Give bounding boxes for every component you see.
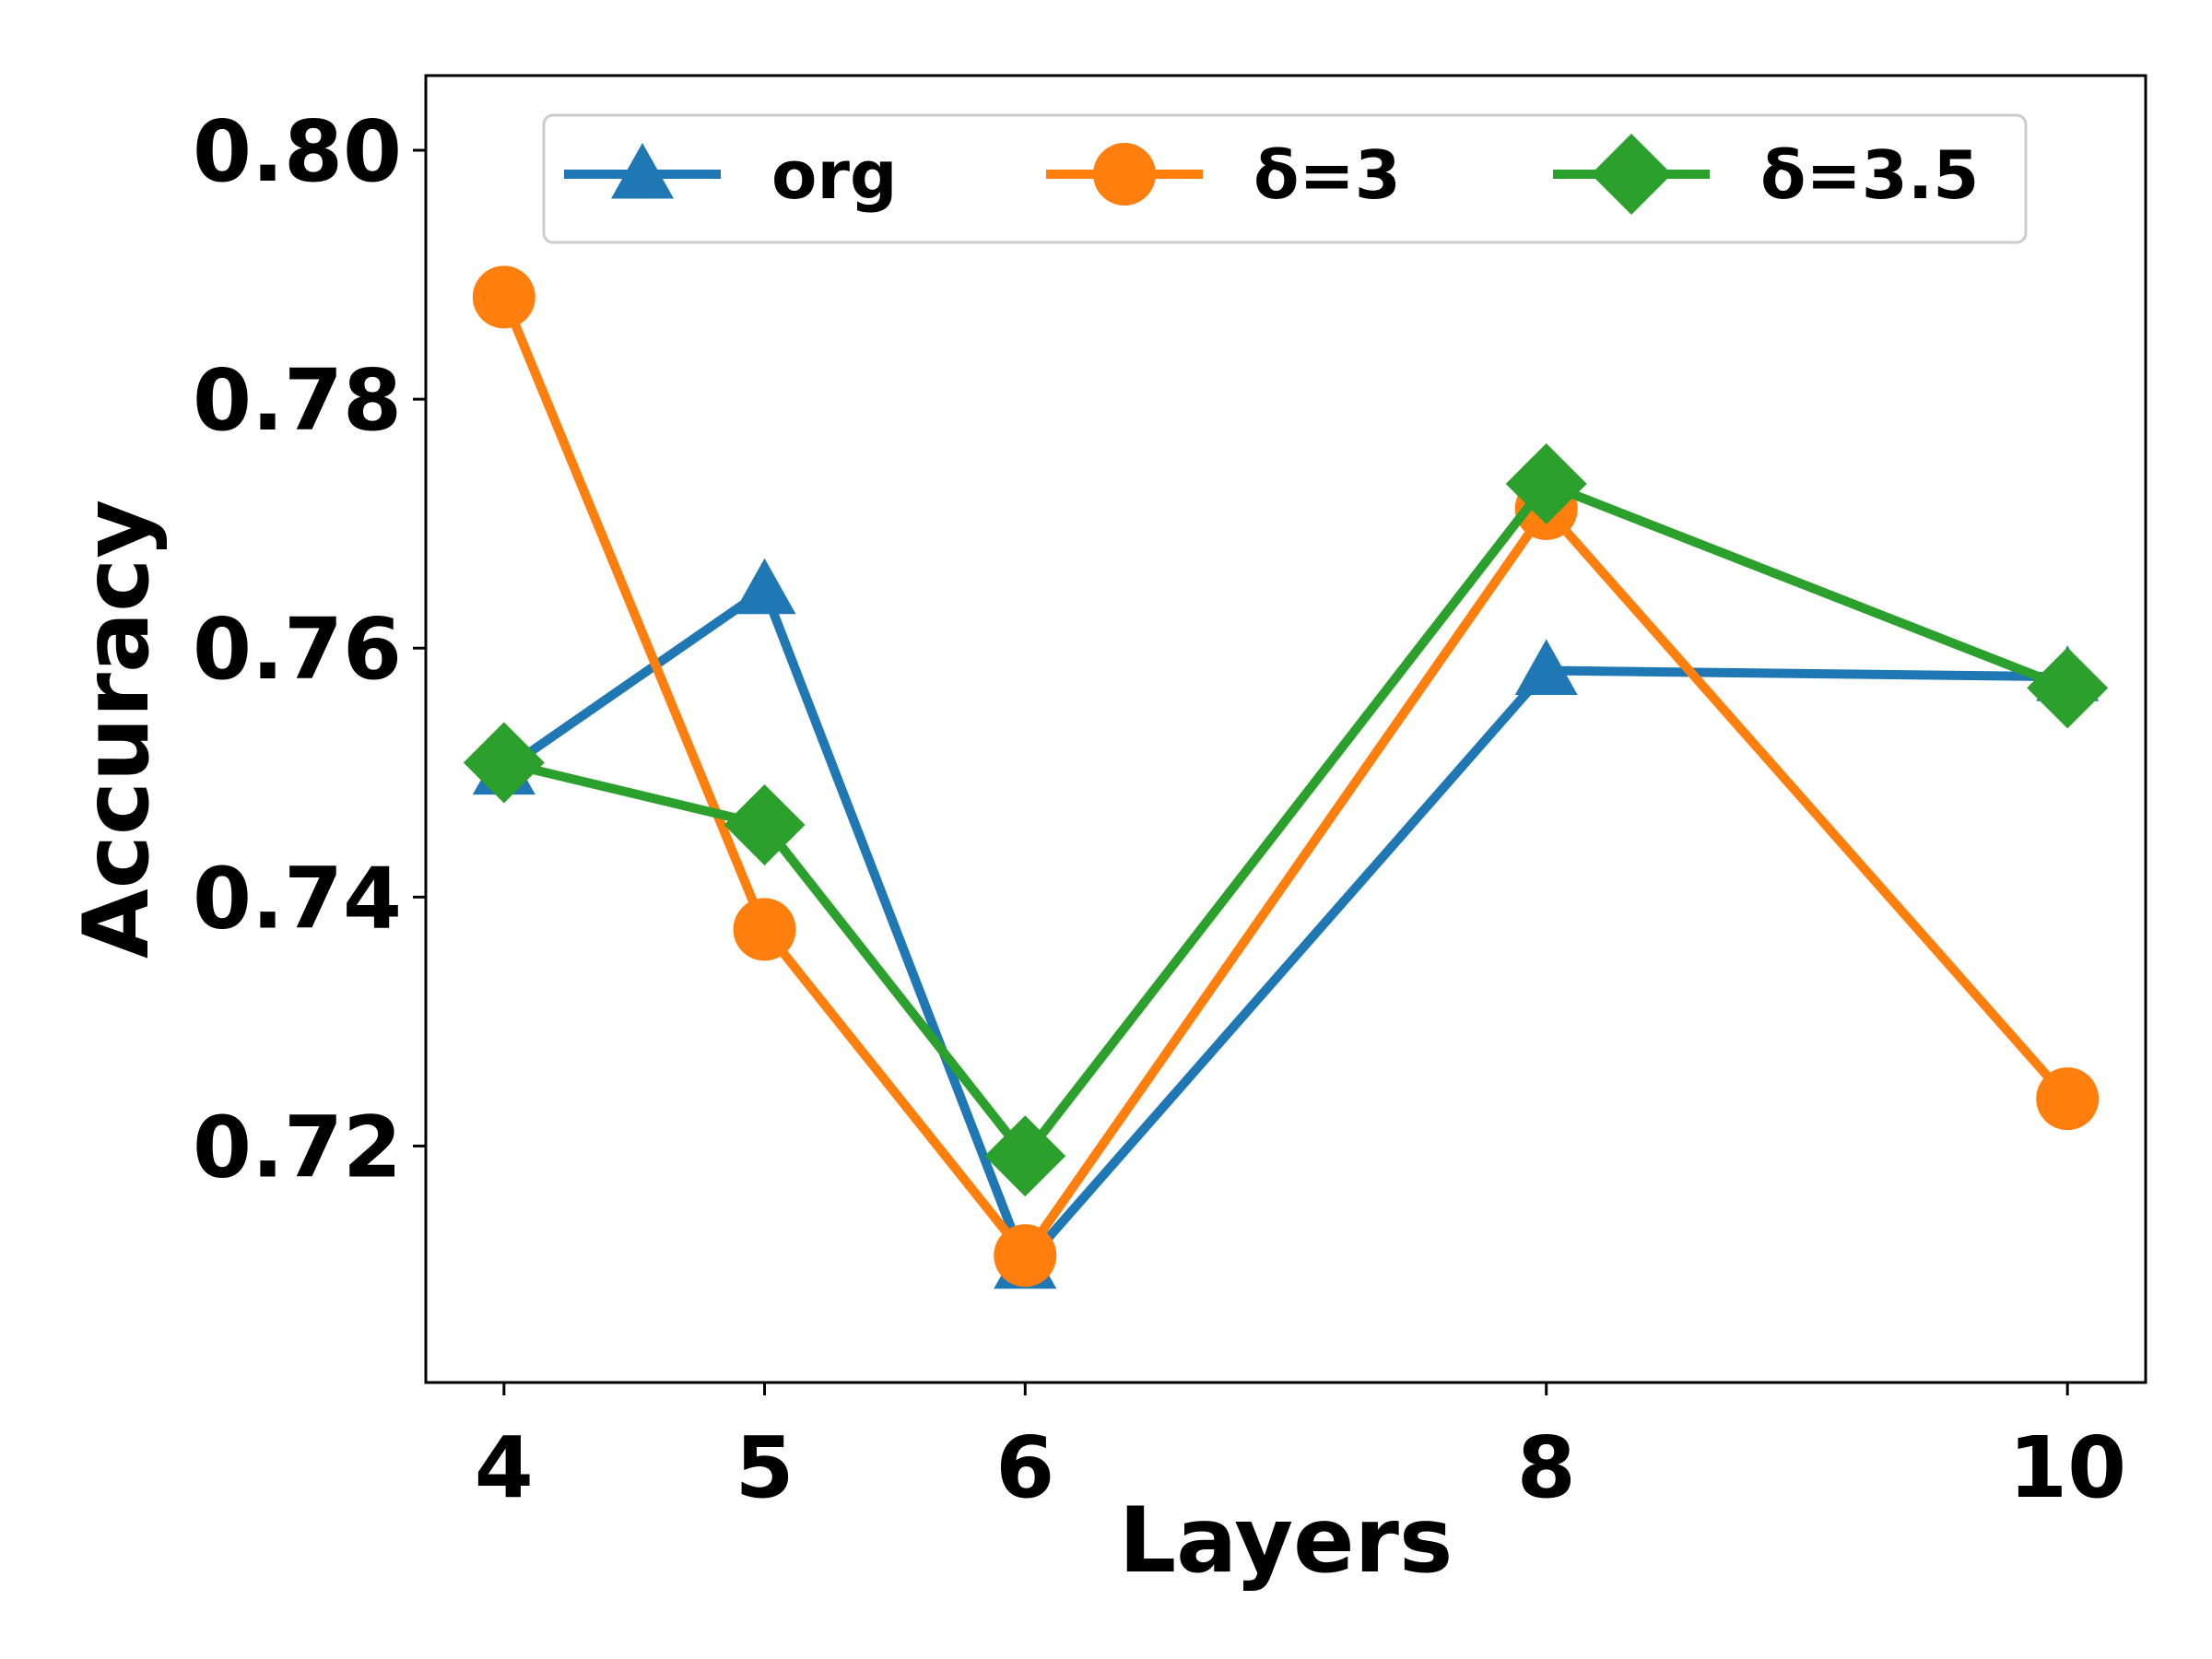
legend-entry: org <box>564 136 898 214</box>
data-point <box>2027 647 2109 729</box>
y-tick-label: 0.78 <box>193 351 402 450</box>
legend-entry: δ=3.5 <box>1553 134 1979 215</box>
legend-marker <box>1093 143 1156 206</box>
y-tick-label: 0.72 <box>193 1098 402 1196</box>
legend-frame <box>542 113 2028 244</box>
legend-label: δ=3.5 <box>1760 136 1979 214</box>
data-point <box>984 1115 1066 1197</box>
data-point <box>463 722 545 804</box>
legend-label: org <box>771 136 898 214</box>
plot-area <box>424 74 2147 1384</box>
legend-entry: δ=3 <box>1046 136 1401 214</box>
series-2 <box>463 442 2109 1197</box>
x-axis-title: Layers <box>1119 1488 1453 1594</box>
data-point <box>1514 639 1578 696</box>
data-point <box>2036 1067 2100 1131</box>
data-point <box>472 265 535 329</box>
y-tick-label: 0.76 <box>193 600 402 699</box>
data-point <box>724 783 806 865</box>
data-point <box>1505 442 1587 524</box>
x-tick-label: 6 <box>995 1418 1054 1517</box>
legend-label: δ=3 <box>1253 136 1401 214</box>
legend: org δ=3 δ=3.5 <box>542 113 2028 244</box>
data-point <box>994 1224 1057 1288</box>
legend-marker <box>611 143 674 199</box>
y-axis-title: Accuracy <box>65 500 170 959</box>
x-axis: 4 5 6 8 10 <box>475 1382 2126 1517</box>
series-1 <box>472 265 2100 1288</box>
data-point <box>733 898 796 961</box>
legend-marker <box>1591 134 1672 215</box>
y-tick-label: 0.80 <box>193 102 402 201</box>
x-tick-label: 8 <box>1517 1418 1576 1517</box>
data-point <box>733 558 796 615</box>
x-tick-label: 10 <box>2008 1418 2126 1517</box>
x-tick-label: 4 <box>475 1418 534 1517</box>
series-layer <box>463 265 2109 1289</box>
x-tick-label: 5 <box>735 1418 794 1517</box>
y-axis: 0.72 0.74 0.76 0.78 0.80 <box>193 102 426 1196</box>
y-tick-label: 0.74 <box>193 849 402 947</box>
